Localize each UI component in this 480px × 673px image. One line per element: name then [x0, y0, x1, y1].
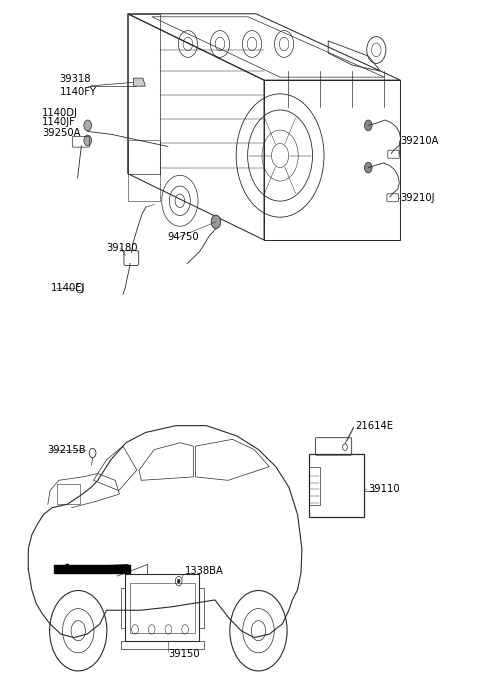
Text: 1140JF: 1140JF [42, 117, 76, 127]
Text: 39210J: 39210J [401, 192, 435, 203]
Circle shape [364, 162, 372, 173]
Text: 39210A: 39210A [401, 136, 439, 146]
Text: 39110: 39110 [368, 485, 399, 494]
Circle shape [177, 579, 180, 583]
Text: 39250A: 39250A [42, 128, 81, 138]
Circle shape [84, 135, 92, 146]
Circle shape [364, 120, 372, 131]
Text: 39318: 39318 [60, 75, 91, 85]
Text: 39180: 39180 [106, 243, 138, 253]
Text: 21614E: 21614E [356, 421, 394, 431]
Circle shape [211, 215, 221, 229]
Polygon shape [133, 78, 145, 86]
Text: 1338BA: 1338BA [184, 566, 223, 576]
Text: 1140DJ: 1140DJ [42, 108, 78, 118]
Text: 39215B: 39215B [47, 445, 86, 455]
Text: 94750: 94750 [168, 232, 200, 242]
Text: 1140FY: 1140FY [60, 87, 96, 96]
Text: 39150: 39150 [168, 649, 200, 658]
Circle shape [84, 120, 92, 131]
Text: 1140EJ: 1140EJ [51, 283, 85, 293]
